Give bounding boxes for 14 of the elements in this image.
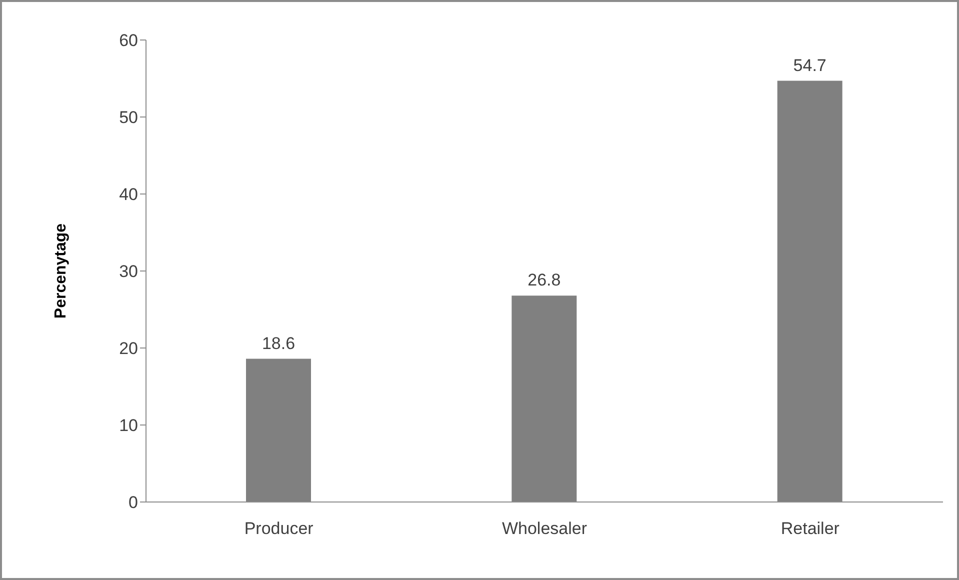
y-tick-label: 50	[119, 108, 138, 128]
y-tick-label: 40	[119, 185, 138, 204]
y-tick-label: 10	[119, 416, 138, 436]
y-tick-label: 30	[119, 262, 138, 282]
y-tick-label: 0	[128, 493, 138, 512]
x-tick-label: Retailer	[780, 519, 840, 538]
data-label: 54.7	[793, 56, 826, 75]
data-label: 26.8	[528, 270, 561, 290]
data-label: 18.6	[262, 334, 296, 353]
y-axis-title: Percenytage	[52, 223, 70, 319]
y-tick-label: 20	[119, 339, 138, 358]
x-tick-label: Wholesaler	[502, 519, 588, 538]
x-tick-label: Producer	[244, 519, 314, 538]
y-tick-label: 60	[119, 31, 138, 50]
